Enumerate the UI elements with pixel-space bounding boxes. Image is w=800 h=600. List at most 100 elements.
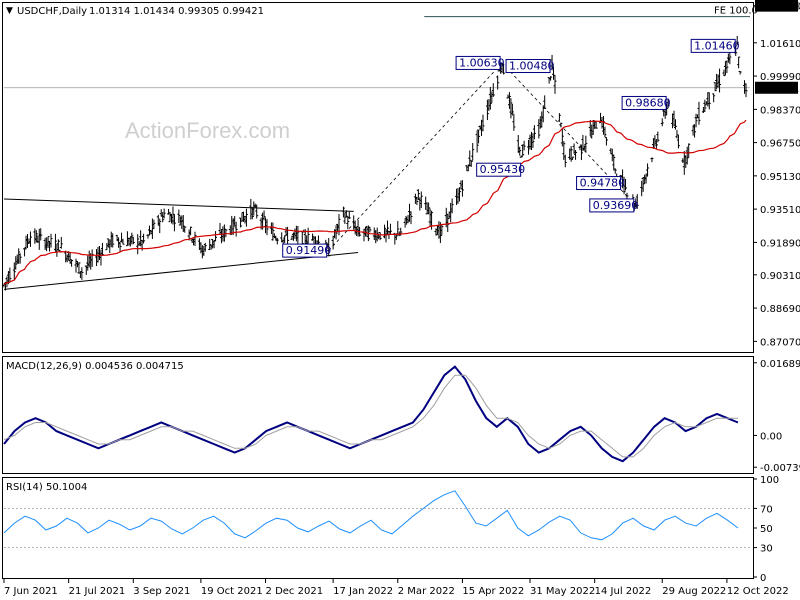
date-tick-label: 12 Oct 2022 [727,586,789,597]
date-tick-label: 3 Sep 2021 [133,586,190,597]
ohlc-bar [39,228,43,241]
sma-line [3,119,747,285]
ohlc-bar [725,60,729,74]
ohlc-bar [262,210,266,221]
ohlc-bar [603,126,607,138]
ohlc-bar [440,224,444,236]
ohlc-bar [131,237,135,245]
ohlc-bar [660,118,664,127]
ohlc-bar [622,176,626,195]
date-tick-label: 7 Jun 2021 [4,586,58,597]
symbol-dropdown-icon[interactable]: ▼ [6,6,13,16]
ohlc-bar [646,163,650,177]
rsi-tick-label: 50 [760,524,773,535]
ohlc-bar [327,237,331,257]
ohlc-bar [673,119,677,130]
pivot-annotation: 1.00630 [455,55,505,70]
ohlc-bar [665,104,669,116]
trendlines: FE 100.0 [3,6,758,290]
upper-trendline [3,198,354,212]
ohlc-bar [477,129,481,144]
fe-price-tag-bg [755,0,798,12]
ohlc-bar [650,157,654,163]
ohlc-bar [496,75,500,90]
ohlc-bar [111,233,115,248]
ohlc-bar [718,68,722,93]
ohlc-bar [121,238,125,245]
ohlc-bar [550,54,554,71]
price-tick-label: 0.87070 [760,337,800,348]
ohlc-bar [624,178,628,191]
ohlc-bar [737,56,741,69]
ohlc-bar [563,154,567,168]
ohlc-bar [193,231,197,246]
moving-average-series [3,119,747,285]
ohlc-bar [450,198,454,214]
ohlc-bar [80,267,84,280]
pivot-annotation: 0.94780 [576,176,625,191]
current-price-tag: 0.99421 [755,81,799,95]
ohlc-bar [14,256,18,270]
ohlc-bar [77,262,81,274]
ohlc-bar [189,226,193,236]
ohlc-bar [685,146,689,165]
date-tick-label: 15 Apr 2022 [462,586,524,597]
ohlc-bar [693,124,697,138]
fe-price-tag-text: 1.03420 [758,2,799,13]
ohlc-bar [519,155,523,158]
macd-pane [2,356,754,474]
pivot-label: 1.00480 [509,60,555,73]
rsi-tick-label: 0 [760,573,766,584]
ohlc-bar [560,129,564,147]
ohlc-bar [271,222,275,241]
price-tick-label: 1.01610 [760,39,800,50]
ohlc-bar [574,150,578,160]
ohlc-bar [703,99,707,112]
current-price-tag-text: 0.99421 [758,84,799,95]
ohlc-bar [522,140,526,151]
date-tick-label: 2 Mar 2022 [398,586,455,597]
ohlc-bar [553,75,557,94]
macd-tick-label: 0.00 [760,431,782,442]
ohlc-bar [612,154,616,171]
ohlc-bar [507,92,511,109]
ohlc-bar [635,194,639,209]
rsi-tick-label: 70 [760,504,773,515]
pivot-label: 0.98680 [625,96,671,109]
ohlc-bar [8,267,12,283]
ohlc-bar [49,233,53,248]
ohlc-bar [234,221,238,237]
macd-signal-line [3,374,738,458]
ohlc-bar [130,232,134,245]
ohlc-bar [53,233,57,252]
ohlc-bar [712,93,716,103]
ohlc-bar [651,138,655,149]
ohlc-bar [475,130,479,153]
macd-series: 0.016893 0.00 -0.007393 [3,359,800,474]
ohlc-bar [697,101,701,125]
ohlc-bar [604,137,608,146]
pivot-label: 0.91490 [286,244,332,257]
lower-trendline [3,251,359,290]
price-tick-label: 0.90310 [760,271,800,282]
ohlc-bar [172,214,176,232]
ohlc-bar [676,134,680,149]
ohlc-bar [518,146,522,156]
rsi-tick-label: 30 [760,544,773,555]
ohlc-readout: 1.01314 1.01434 0.99305 0.99421 [89,6,264,17]
ohlc-bar [471,142,475,161]
price-tick-label: 0.88690 [760,304,800,315]
pivot-annotation: 0.95430 [476,162,525,177]
date-tick-label: 21 Jul 2021 [69,586,126,597]
ohlc-bar [59,236,63,249]
ohlc-bar [656,131,660,143]
pivot-annotation: 0.93690 [589,198,638,213]
date-tick-label: 31 May 2022 [530,586,595,597]
macd-tick-label: 0.016893 [760,359,800,370]
ohlc-bar [722,69,726,77]
ohlc-bar [183,226,187,233]
ohlc-bar [17,248,21,264]
ohlc-bar [654,139,658,150]
ohlc-bar [162,208,166,219]
ohlc-bar [512,113,516,131]
